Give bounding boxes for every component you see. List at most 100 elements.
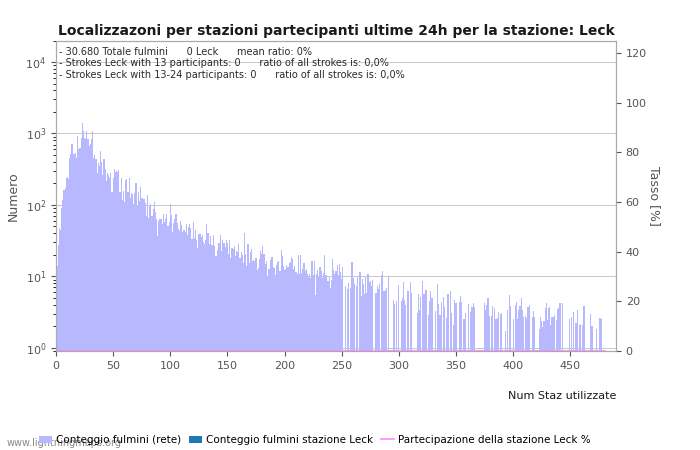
Bar [381,275,382,450]
Bar [132,194,133,450]
Bar [162,224,163,450]
Bar [350,288,351,450]
Bar [67,177,68,450]
Bar [556,320,557,450]
Bar [420,297,421,450]
Bar [174,219,176,450]
Bar [328,276,330,450]
Bar [207,233,209,450]
Bar [62,200,64,450]
Bar [509,295,510,450]
Partecipazione della stazione Leck % [386,348,394,354]
Bar [308,276,309,450]
Bar [209,244,210,450]
Bar [95,159,97,450]
Bar [106,181,107,450]
Bar [303,263,304,450]
Bar [61,207,62,450]
Bar [440,302,442,450]
Bar [290,261,291,450]
Bar [453,325,454,450]
Bar [577,310,578,450]
Bar [554,315,555,450]
Bar [288,264,290,450]
Partecipazione della stazione Leck % [284,348,292,354]
Bar [232,249,234,450]
Bar [243,263,244,450]
Bar [583,306,584,450]
Bar [454,300,456,450]
Bar [474,307,475,450]
Bar [251,249,252,450]
Bar [422,281,423,450]
Bar [356,286,357,450]
Bar [60,230,61,450]
Bar [489,316,490,450]
Bar [59,229,60,450]
Bar [319,267,321,450]
Bar [552,317,554,450]
Bar [80,138,82,450]
Bar [596,329,597,450]
Bar [109,178,111,450]
Bar [516,302,517,450]
Bar [191,238,193,450]
Bar [82,123,83,450]
Bar [310,278,312,450]
Bar [88,139,89,450]
Bar [307,274,308,450]
Bar [148,218,149,450]
Bar [89,146,90,450]
Bar [69,158,70,450]
Bar [459,302,460,450]
Bar [362,279,363,450]
Bar [371,286,372,450]
Bar [130,198,131,450]
Bar [265,264,266,450]
Bar [294,266,295,450]
Bar [104,169,106,450]
Bar [590,315,592,450]
Bar [444,307,445,450]
Bar [337,275,339,450]
Bar [393,304,395,450]
Bar [416,313,418,450]
Partecipazione della stazione Leck % [601,348,609,354]
Bar [126,179,127,450]
Bar [375,293,377,450]
Bar [326,274,328,450]
Bar [262,246,263,450]
Bar [348,283,349,450]
Partecipazione della stazione Leck % [455,348,463,354]
Bar [220,235,221,450]
Bar [405,305,406,450]
Bar [205,240,206,450]
Bar [129,178,130,450]
Bar [366,293,368,450]
Bar [141,198,142,450]
Bar [212,245,213,450]
Bar [402,298,403,450]
Bar [195,230,196,450]
Bar [519,306,521,450]
Bar [111,192,113,450]
Bar [75,153,76,450]
Bar [133,204,134,450]
Bar [144,199,145,450]
Bar [324,255,325,450]
Bar [267,277,268,450]
Bar [561,303,563,450]
Bar [300,255,301,450]
Bar [199,234,201,450]
Bar [70,154,71,450]
Bar [122,200,123,450]
Bar [332,259,333,450]
Bar [365,278,366,450]
Bar [470,311,471,450]
Bar [145,202,146,450]
Title: Localizzazoni per stazioni partecipanti ultime 24h per la stazione: Leck: Localizzazoni per stazioni partecipanti … [57,24,615,38]
Bar [160,219,162,450]
Bar [274,267,275,450]
Bar [246,266,247,450]
Bar [172,232,173,450]
